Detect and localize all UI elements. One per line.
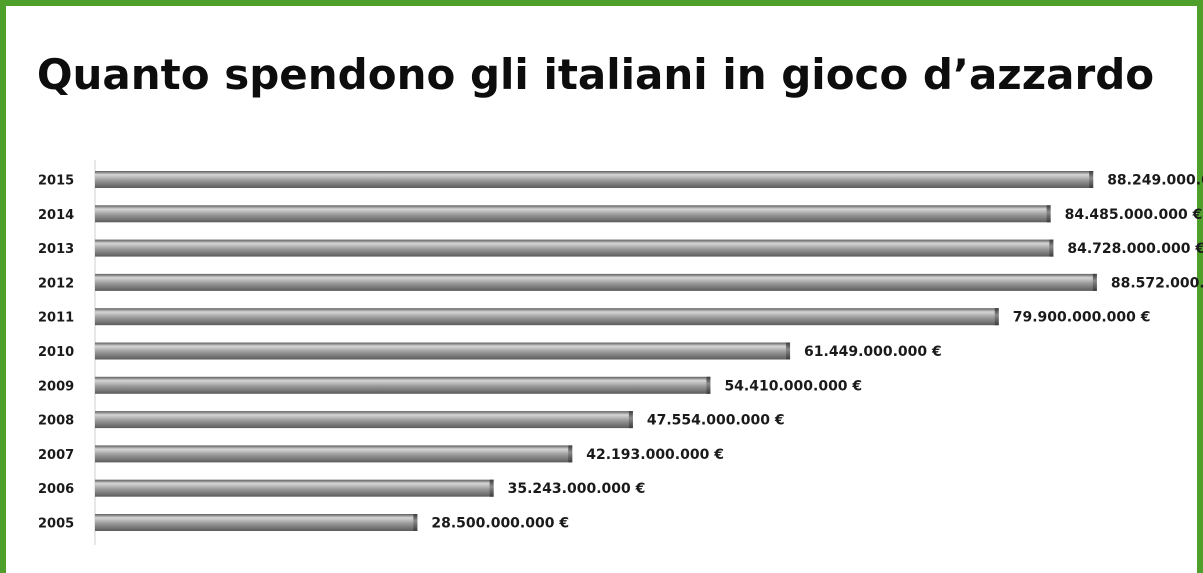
y-tick-label: 2013 — [38, 242, 74, 257]
y-tick-label: 2011 — [38, 311, 74, 326]
bar-end-cap — [1089, 171, 1094, 188]
y-tick-label: 2008 — [38, 414, 74, 429]
data-label: 47.554.000.000 € — [647, 413, 785, 429]
bar — [95, 411, 633, 429]
bar-end-cap — [1092, 273, 1097, 291]
bar-end-cap — [994, 308, 999, 326]
bar — [95, 308, 999, 326]
data-label: 28.500.000.000 € — [431, 516, 569, 532]
bar-end-cap — [568, 445, 573, 463]
bar — [95, 205, 1051, 223]
data-label: 42.193.000.000 € — [586, 447, 724, 463]
y-tick-label: 2015 — [38, 174, 74, 189]
y-tick-label: 2009 — [38, 379, 74, 394]
data-label: 88.572.000.000 € — [1111, 275, 1203, 291]
bar-end-cap — [413, 514, 418, 531]
data-label: 84.485.000.000 € — [1065, 207, 1203, 223]
bar-end-cap — [489, 479, 494, 497]
data-label: 35.243.000.000 € — [508, 481, 646, 497]
bar-end-cap — [1046, 205, 1051, 223]
data-label: 61.449.000.000 € — [804, 344, 942, 360]
bar — [95, 514, 418, 531]
y-tick-label: 2007 — [38, 448, 74, 463]
bar — [95, 239, 1054, 257]
y-tick-label: 2006 — [38, 482, 74, 497]
bar — [95, 376, 711, 394]
y-tick-label: 2005 — [38, 517, 74, 532]
chart-title: Quanto spendono gli italiani in gioco d’… — [36, 50, 1155, 99]
y-tick-label: 2012 — [38, 276, 74, 291]
y-tick-label: 2010 — [38, 345, 74, 360]
data-label: 54.410.000.000 € — [724, 378, 862, 394]
bar-end-cap — [786, 342, 791, 360]
bar — [95, 479, 494, 497]
bar — [95, 171, 1094, 188]
bars-layer: 2015 88.249.000.000 € 2014 84.485.000.000 €… — [38, 171, 1203, 532]
y-tick-label: 2014 — [38, 208, 74, 223]
data-label: 84.728.000.000 € — [1067, 241, 1203, 257]
bar — [95, 342, 791, 360]
data-label: 88.249.000.000 € — [1107, 173, 1203, 189]
bar — [95, 445, 573, 463]
bar-end-cap — [628, 411, 633, 429]
data-label: 79.900.000.000 € — [1013, 310, 1151, 326]
bar-end-cap — [1049, 239, 1054, 257]
bar — [95, 273, 1097, 291]
bar-end-cap — [706, 376, 711, 394]
